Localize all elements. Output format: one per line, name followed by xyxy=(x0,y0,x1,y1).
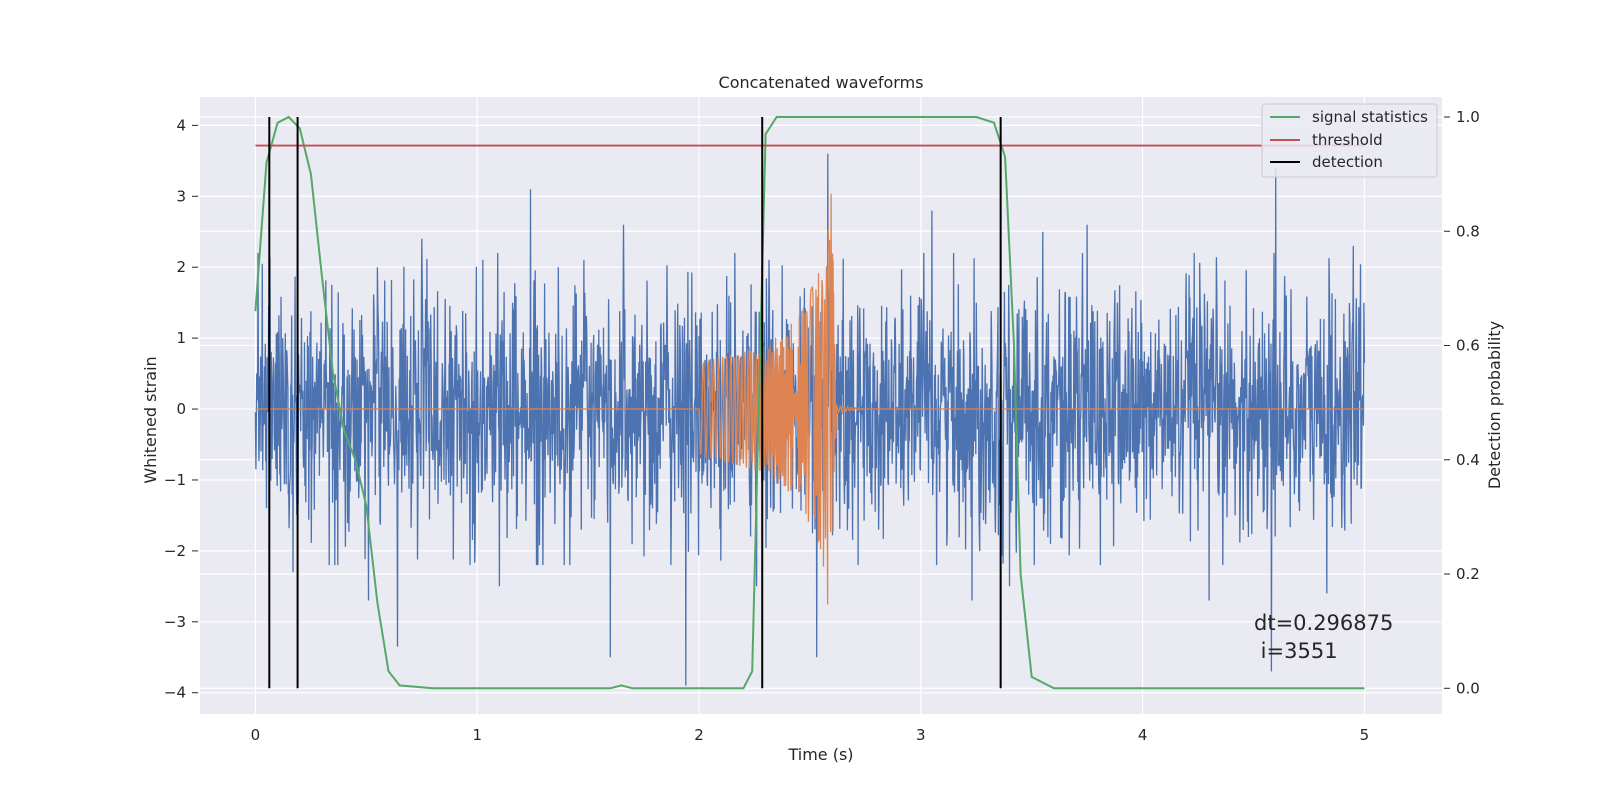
y-tick-label: 4 xyxy=(176,116,186,134)
y2-axis-label: Detection probability xyxy=(1485,321,1504,489)
x-tick-label: 2 xyxy=(694,726,704,744)
annotation-dt: dt=0.296875 xyxy=(1254,611,1393,635)
x-tick-label: 0 xyxy=(251,726,261,744)
injected-waveform-line xyxy=(255,193,1365,605)
y2-tick-label: 0.4 xyxy=(1456,451,1480,469)
y-tick-label: 3 xyxy=(176,187,186,205)
x-tick-label: 3 xyxy=(916,726,926,744)
legend-label-detection: detection xyxy=(1312,153,1383,171)
y-tick-label: 0 xyxy=(176,400,186,418)
y2-tick-label: 0.0 xyxy=(1456,679,1480,697)
y-tick-label: −1 xyxy=(164,471,186,489)
series-layer xyxy=(254,115,1366,690)
legend-label-signal-statistics: signal statistics xyxy=(1312,108,1428,126)
legend: signal statistics threshold detection xyxy=(1261,103,1438,178)
x-axis-ticks: 0 1 2 3 4 5 xyxy=(251,726,1369,744)
annotation-i: i=3551 xyxy=(1254,639,1338,663)
y2-tick-label: 0.2 xyxy=(1456,565,1480,583)
y-axis-label: Whitened strain xyxy=(141,356,160,483)
y-tick-label: 2 xyxy=(176,258,186,276)
x-tick-label: 5 xyxy=(1360,726,1370,744)
y2-axis-ticks: 0.0 0.2 0.4 0.6 0.8 1.0 xyxy=(1444,108,1480,697)
y2-tick-label: 1.0 xyxy=(1456,108,1480,126)
y-tick-label: −2 xyxy=(164,542,186,560)
legend-box xyxy=(1261,103,1438,178)
y-tick-label: −4 xyxy=(164,684,186,702)
y-tick-label: −3 xyxy=(164,613,186,631)
y-tick-label: 1 xyxy=(176,329,186,347)
x-axis-label: Time (s) xyxy=(787,745,853,764)
y-axis-ticks: −4 −3 −2 −1 0 1 2 3 4 xyxy=(164,116,198,702)
y2-tick-label: 0.6 xyxy=(1456,337,1480,355)
y2-tick-label: 0.8 xyxy=(1456,222,1480,240)
legend-label-threshold: threshold xyxy=(1312,131,1383,149)
x-tick-label: 4 xyxy=(1138,726,1148,744)
x-tick-label: 1 xyxy=(472,726,482,744)
chart-title: Concatenated waveforms xyxy=(719,73,924,92)
